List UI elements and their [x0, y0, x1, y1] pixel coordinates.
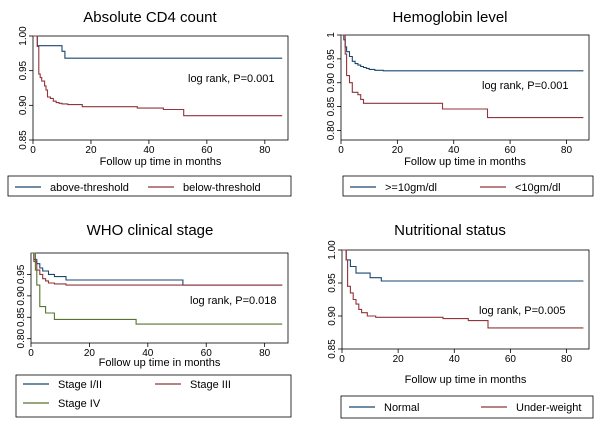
chart-title: Absolute CD4 count [83, 9, 217, 26]
x-tick-label: 0 [339, 354, 345, 365]
legend-box [342, 175, 594, 197]
series-line-stage-iii [31, 252, 283, 286]
legend-label-10gm-dl: <10gm/dl [515, 182, 561, 194]
legend-box [340, 395, 594, 419]
x-tick-label: 0 [28, 348, 34, 359]
x-tick-label: 80 [561, 354, 573, 365]
x-tick-label: 40 [142, 348, 154, 359]
x-axis-label: Follow up time in months [100, 156, 222, 168]
y-tick-label: 0.90 [18, 95, 29, 115]
y-tick-label: 0.95 [326, 49, 337, 69]
log-rank-annotation: log rank, P=0.005 [479, 305, 566, 317]
x-tick-label: 20 [393, 354, 405, 365]
y-tick-label: 0.95 [18, 60, 29, 80]
y-tick-label: 0.95 [16, 264, 27, 284]
x-tick-label: 0 [338, 145, 344, 156]
x-tick-label: 0 [30, 145, 36, 156]
x-tick-label: 60 [505, 354, 517, 365]
log-rank-annotation: log rank, P=0.018 [190, 295, 277, 307]
legend-box [7, 175, 292, 197]
series-line-below-threshold [33, 35, 283, 117]
x-tick-label: 60 [201, 348, 213, 359]
y-tick-label: 0.90 [326, 73, 337, 93]
panel-absolute-cd4-count: Absolute CD4 count 0 20 40 60 80 0.85 0.90 0.95 1… [7, 9, 292, 197]
x-axis-label: Follow up time in months [99, 357, 221, 369]
legend-label-normal: Normal [384, 402, 419, 414]
log-rank-annotation: log rank, P=0.001 [188, 73, 275, 85]
panel-nutritional-status: Nutritional status 0 20 40 60 80 0.85 0.90 0.95 1… [327, 222, 594, 419]
plot-frame [30, 252, 289, 344]
plot-frame [340, 34, 590, 141]
x-tick-label: 80 [561, 145, 573, 156]
x-tick-label: 60 [201, 145, 213, 156]
series-line-10gm-dl [341, 34, 584, 72]
x-tick-label: 40 [143, 145, 155, 156]
y-tick-label: 0.85 [18, 130, 29, 150]
y-tick-label: 0.80 [326, 120, 337, 140]
series-line-stage-iv [31, 252, 283, 325]
y-tick-label: 0.95 [327, 273, 338, 293]
log-rank-annotation: log rank, P=0.001 [482, 80, 569, 92]
legend-label-below-threshold: below-threshold [183, 182, 261, 194]
plot-frame [32, 35, 289, 141]
y-tick-label: 0.80 [16, 329, 27, 349]
legend-label-10gm-dl: >=10gm/dl [385, 182, 437, 194]
y-tick-label: 1.00 [327, 240, 338, 260]
x-tick-label: 40 [448, 145, 460, 156]
legend-label-stage-iv: Stage IV [58, 398, 101, 410]
x-tick-label: 80 [259, 145, 271, 156]
x-axis-label: Follow up time in months [404, 156, 526, 168]
y-tick-label: 0.85 [326, 96, 337, 116]
x-tick-label: 40 [449, 354, 461, 365]
legend-label-stage-iii: Stage III [190, 379, 231, 391]
plot-frame [341, 249, 590, 350]
y-tick-label: 0.90 [327, 306, 338, 326]
series-line-stage-i-ii [31, 252, 283, 286]
panel-hemoglobin-level: Hemoglobin level 0 20 40 60 80 0.80 0.85 0.90 0.9… [326, 9, 594, 197]
x-tick-label: 80 [259, 348, 271, 359]
x-tick-label: 60 [505, 145, 517, 156]
chart-title: WHO clinical stage [87, 222, 214, 239]
legend-label-stage-i-ii: Stage I/II [58, 379, 102, 391]
y-tick-label: 1 [326, 32, 337, 38]
chart-title: Nutritional status [394, 222, 506, 239]
y-tick-label: 0.85 [16, 307, 27, 327]
legend-label-under-weight: Under-weight [516, 402, 581, 414]
x-tick-label: 20 [85, 145, 97, 156]
x-tick-label: 20 [392, 145, 404, 156]
legend-label-above-threshold: above-threshold [50, 182, 129, 194]
y-tick-label: 0.85 [327, 339, 338, 359]
legend-box [15, 374, 292, 418]
y-tick-label: 0.90 [16, 286, 27, 306]
panel-who-clinical-stage: WHO clinical stage 0 20 40 60 80 0.80 0.850.90 0… [15, 222, 292, 418]
series-line-under-weight [342, 249, 584, 329]
x-axis-label: Follow up time in months [405, 374, 527, 386]
y-tick-label: 1.00 [18, 26, 29, 46]
x-tick-label: 20 [84, 348, 96, 359]
chart-title: Hemoglobin level [392, 9, 507, 26]
series-line-10gm-dl [341, 34, 584, 119]
